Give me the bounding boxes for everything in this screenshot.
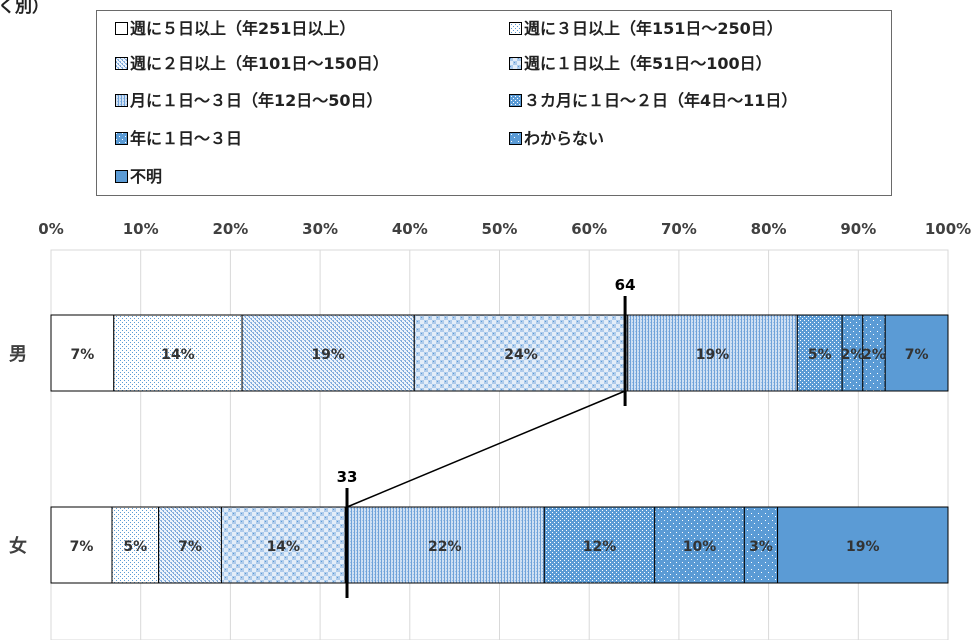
bar-segment bbox=[50, 314, 115, 392]
x-tick-label: 10% bbox=[123, 220, 159, 238]
bar-segment bbox=[743, 506, 779, 584]
legend-swatch bbox=[115, 94, 128, 107]
data-label: 22% bbox=[428, 539, 462, 555]
data-label: 19% bbox=[311, 347, 345, 363]
legend-swatch bbox=[115, 170, 128, 183]
data-label: 7% bbox=[178, 539, 202, 555]
bar-segment bbox=[796, 314, 843, 392]
legend-item: 週に１日以上（年51日～100日） bbox=[509, 54, 772, 74]
legend-item: わからない bbox=[509, 129, 604, 149]
bar-segment bbox=[220, 506, 346, 584]
bar-segment bbox=[113, 314, 243, 392]
legend-label: ３カ月に１日～２日（年4日～11日） bbox=[524, 91, 798, 110]
legend-item: 週に３日以上（年151日～250日） bbox=[509, 19, 783, 39]
legend-swatch bbox=[509, 57, 522, 70]
bar-segment bbox=[344, 506, 545, 584]
x-tick-label: 0% bbox=[38, 220, 63, 238]
data-label: 5% bbox=[123, 539, 147, 555]
x-tick-label: 60% bbox=[571, 220, 607, 238]
bar-segment bbox=[884, 314, 949, 392]
data-label: 2% bbox=[841, 347, 865, 363]
legend-label: 週に１日以上（年51日～100日） bbox=[524, 54, 772, 73]
legend-item: 不明 bbox=[115, 167, 162, 187]
bar-segment bbox=[50, 506, 113, 584]
x-tick-label: 40% bbox=[392, 220, 428, 238]
legend-label: 週に３日以上（年151日～250日） bbox=[524, 19, 783, 38]
data-label: 5% bbox=[808, 347, 832, 363]
marker-label: 64 bbox=[615, 276, 636, 294]
legend-label: 不明 bbox=[130, 167, 163, 186]
bar-segment bbox=[654, 506, 745, 584]
data-label: 12% bbox=[583, 539, 617, 555]
category-label: 女 bbox=[9, 535, 27, 557]
legend-item: 週に２日以上（年101日～150日） bbox=[115, 54, 389, 74]
data-label: 10% bbox=[683, 539, 717, 555]
legend-label: 週に２日以上（年101日～150日） bbox=[130, 54, 389, 73]
x-tick-label: 90% bbox=[840, 220, 876, 238]
legend-item: 年に１日～３日 bbox=[115, 129, 242, 149]
data-label: 14% bbox=[267, 539, 301, 555]
x-tick-label: 100% bbox=[925, 220, 971, 238]
bar-segment bbox=[158, 506, 222, 584]
legend-swatch bbox=[509, 94, 522, 107]
data-label: 14% bbox=[161, 347, 195, 363]
data-label: 2% bbox=[862, 347, 886, 363]
legend-item: 月に１日～３日（年12日～50日） bbox=[115, 91, 383, 111]
category-label: 男 bbox=[9, 344, 27, 365]
legend-swatch bbox=[509, 132, 522, 145]
legend-label: 週に５日以上（年251日以上） bbox=[130, 19, 356, 38]
marker-connector-line bbox=[346, 390, 626, 508]
x-tick-label: 80% bbox=[751, 220, 787, 238]
chart-legend: 週に５日以上（年251日以上） 週に３日以上（年151日～250日） 週に２日以上（… bbox=[96, 10, 892, 196]
x-tick-label: 50% bbox=[482, 220, 518, 238]
x-tick-label: 30% bbox=[302, 220, 338, 238]
data-label: 7% bbox=[71, 347, 95, 363]
x-tick-label: 20% bbox=[212, 220, 248, 238]
legend-label: 月に１日～３日（年12日～50日） bbox=[130, 91, 383, 110]
legend-swatch bbox=[509, 22, 522, 35]
legend-swatch bbox=[115, 22, 128, 35]
legend-swatch bbox=[115, 132, 128, 145]
data-label: 3% bbox=[749, 539, 773, 555]
legend-label: 年に１日～３日 bbox=[130, 129, 243, 148]
legend-item: 週に５日以上（年251日以上） bbox=[115, 19, 355, 39]
data-label: 19% bbox=[846, 539, 880, 555]
data-label: 19% bbox=[696, 347, 730, 363]
legend-swatch bbox=[115, 57, 128, 70]
data-label: 7% bbox=[70, 539, 94, 555]
legend-item: ３カ月に１日～２日（年4日～11日） bbox=[509, 91, 797, 111]
bar-segment bbox=[627, 314, 798, 392]
data-label: 24% bbox=[504, 347, 538, 363]
marker-label: 33 bbox=[337, 468, 358, 486]
x-tick-label: 70% bbox=[661, 220, 697, 238]
bar-segment bbox=[111, 506, 160, 584]
bar-segment bbox=[777, 506, 949, 584]
legend-label: わからない bbox=[524, 129, 605, 148]
chart-title-fragment: く別） bbox=[0, 0, 49, 17]
data-label: 7% bbox=[905, 347, 929, 363]
